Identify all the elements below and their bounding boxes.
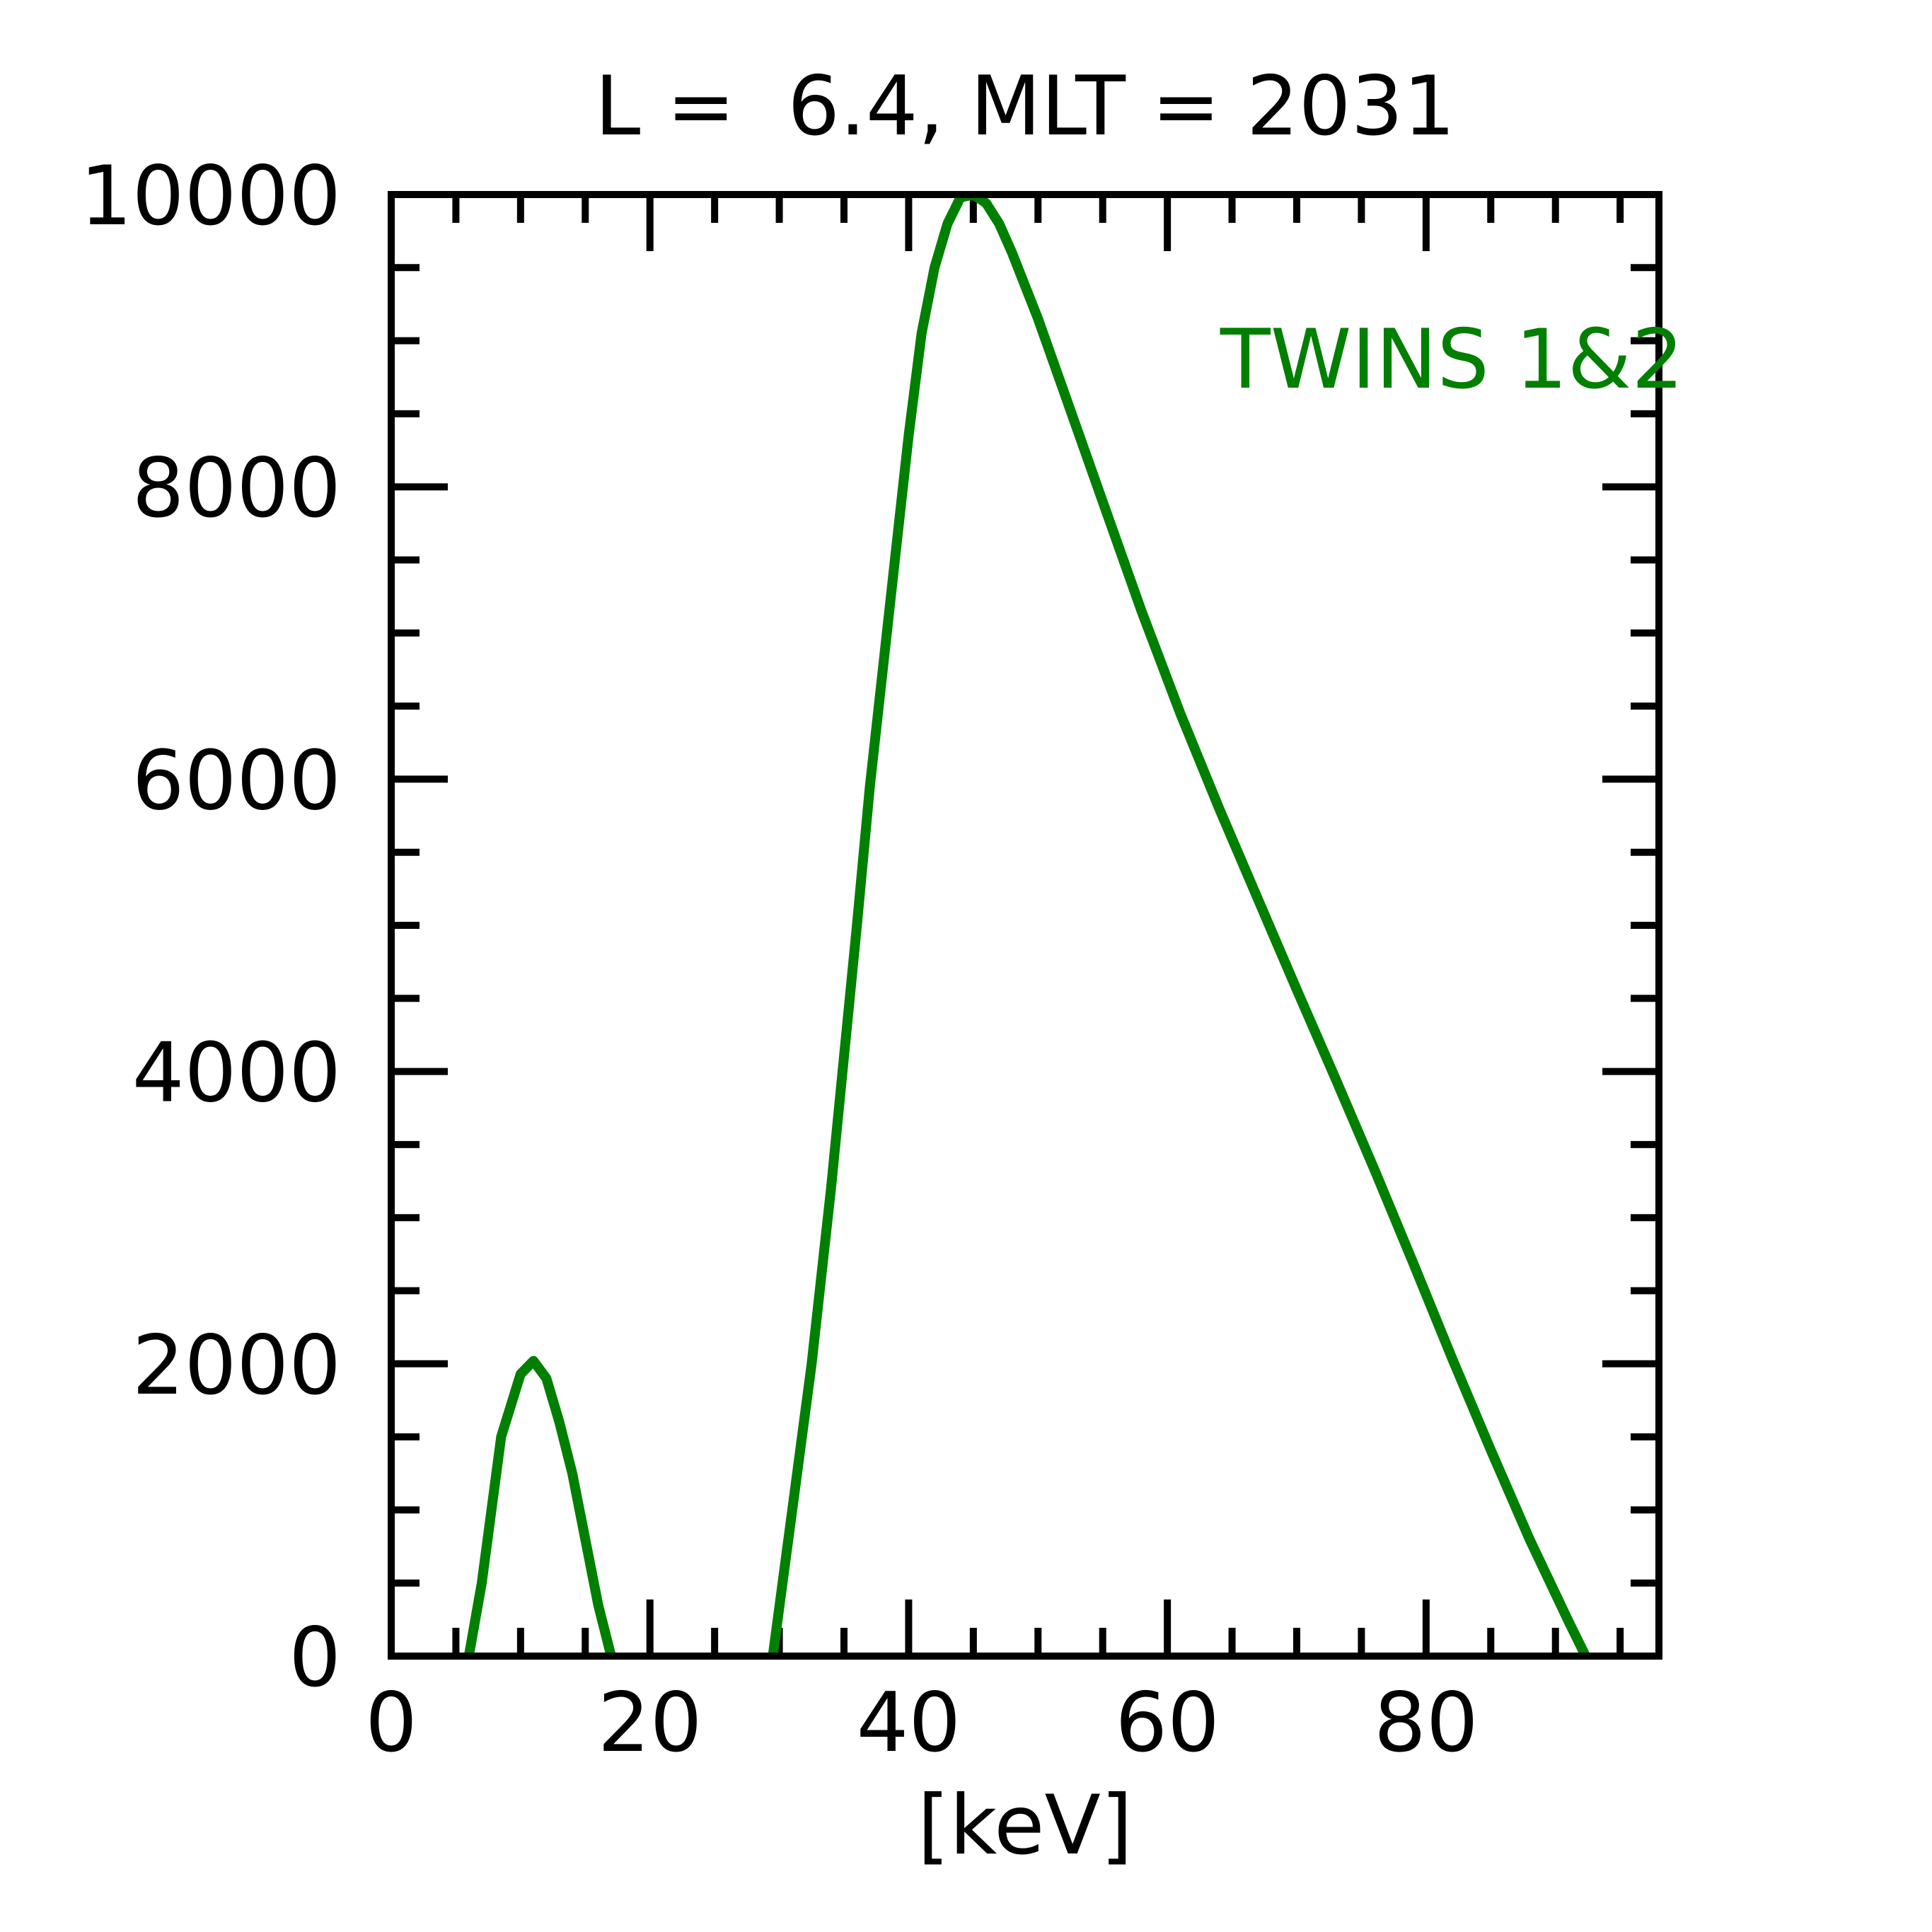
series-layer — [463, 195, 1592, 1656]
y-tick-label: 2000 — [132, 1318, 341, 1413]
x-tick-label: 0 — [365, 1675, 417, 1771]
y-tick-label: 6000 — [132, 733, 341, 828]
y-tick-label: 10000 — [80, 149, 341, 244]
x-tick-label: 40 — [857, 1675, 961, 1771]
plot-frame — [388, 191, 1662, 1660]
y-tick-labels: 0 2000 4000 6000 8000 10000 — [80, 149, 341, 1706]
x-axis-label: [keV] — [918, 1778, 1133, 1873]
x-tick-labels: 0 20 40 60 80 — [365, 1675, 1479, 1771]
plot-area — [463, 195, 1592, 1656]
major-ticks — [388, 191, 1659, 1660]
y-tick-label: 4000 — [132, 1026, 341, 1121]
x-tick-label: 60 — [1115, 1675, 1220, 1771]
x-tick-label: 20 — [598, 1675, 702, 1771]
legend-entry-twins: TWINS 1&2 — [1220, 312, 1684, 407]
chart-title: L = 6.4, MLT = 2031 — [595, 59, 1455, 154]
y-tick-label: 0 — [289, 1610, 341, 1706]
series-line-segment-2 — [768, 195, 1592, 1656]
minor-ticks — [391, 195, 1659, 1656]
series-line-segment-1 — [463, 1355, 616, 1656]
x-tick-label: 80 — [1374, 1675, 1479, 1771]
y-tick-label: 8000 — [132, 441, 341, 536]
